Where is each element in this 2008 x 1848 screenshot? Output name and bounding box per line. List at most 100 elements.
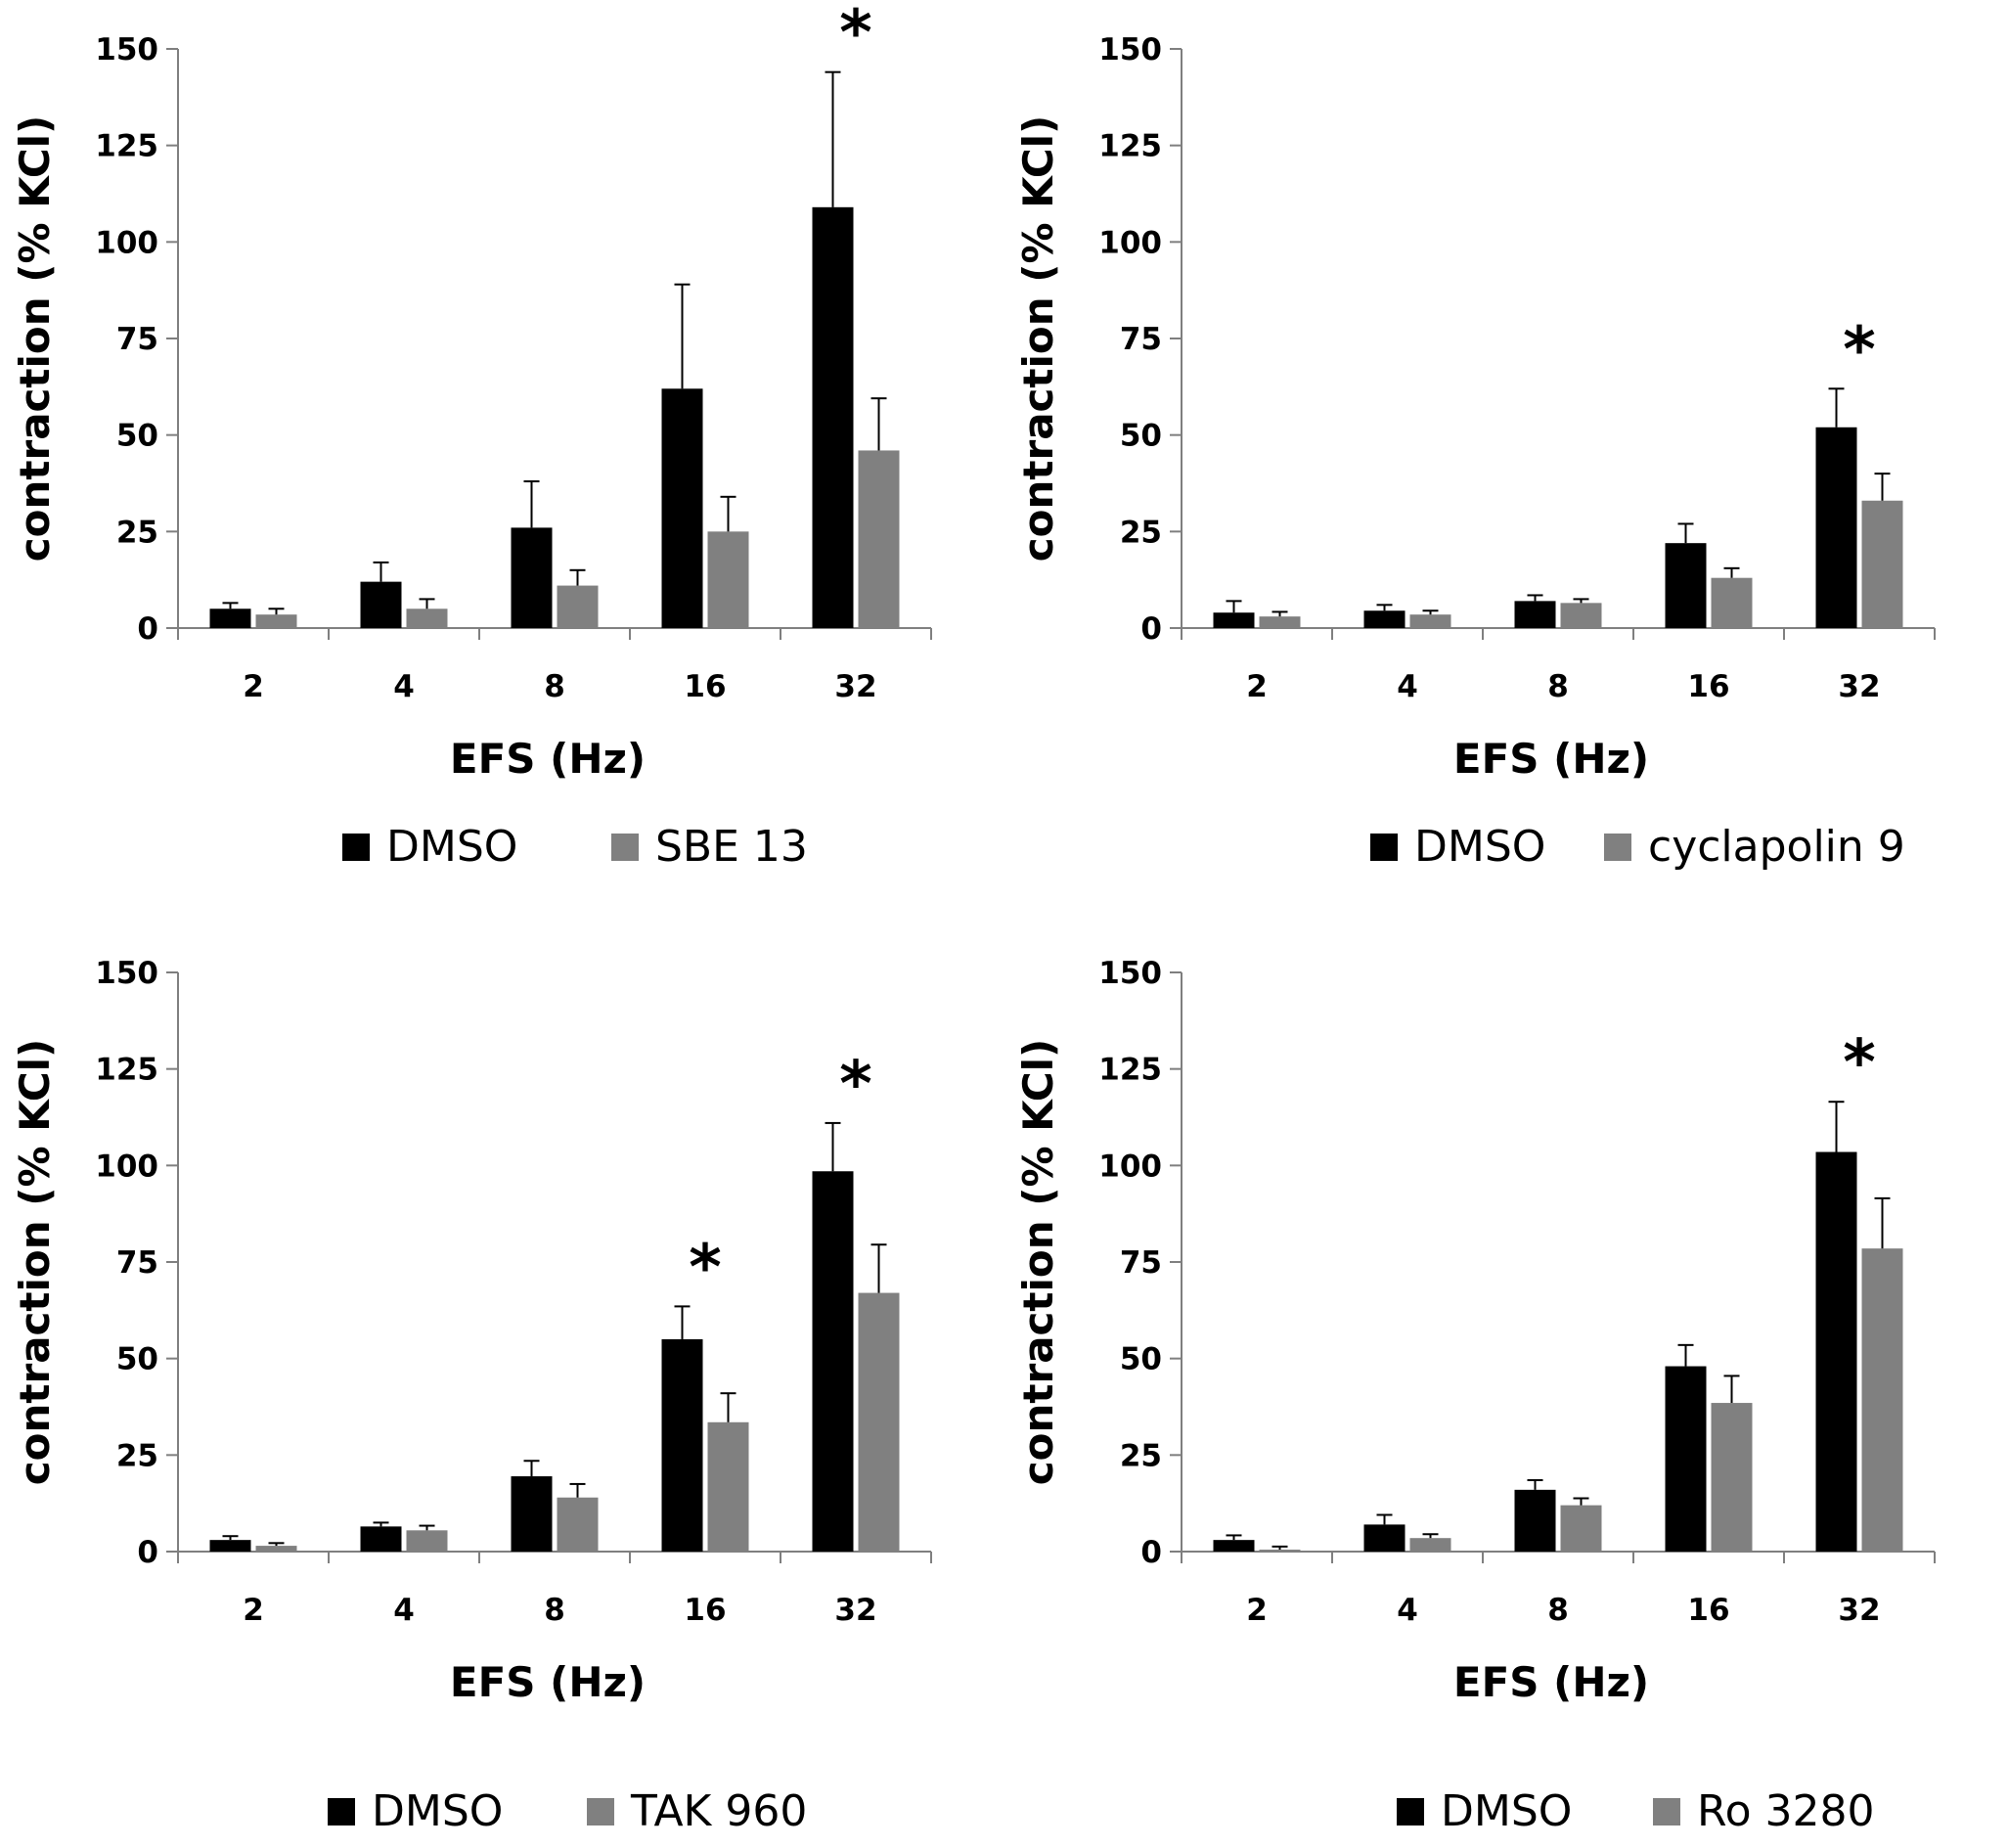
y-axis-title: contraction (% KCl) <box>1014 1039 1062 1486</box>
bar-dmso-4hz <box>1363 1524 1406 1552</box>
legend-swatch-dmso <box>328 1798 355 1825</box>
bar-chart-ro3280: 0 25 50 75 100 125 150 2 4 8 16 32 * contraction (% K… <box>1014 956 1936 1836</box>
bar-tak-960-8hz <box>557 1497 599 1552</box>
y-tick-label: 25 <box>1120 1438 1162 1473</box>
y-tick-label: 0 <box>1140 1535 1162 1570</box>
bar-tak-960-4hz <box>406 1530 448 1552</box>
x-tick-label: 16 <box>1687 669 1729 704</box>
legend-swatch-dmso <box>1370 834 1398 861</box>
legend-swatch-sbe-13 <box>611 834 639 861</box>
x-tick-label: 8 <box>1547 1593 1569 1628</box>
bar-dmso-32hz <box>812 1171 854 1552</box>
y-axis-title: contraction (% KCl) <box>11 115 59 563</box>
y-tick-label: 0 <box>137 611 158 647</box>
legend-label-dmso: DMSO <box>1441 1786 1572 1836</box>
x-tick-label: 2 <box>1246 1593 1268 1628</box>
bar-dmso-2hz <box>209 608 251 628</box>
panel-bottom-right: 0 25 50 75 100 125 150 2 4 8 16 32 * contraction (% K… <box>1004 924 2007 1847</box>
bar-ro-3280-4hz <box>1409 1538 1451 1552</box>
bar-ro-3280-8hz <box>1560 1505 1602 1552</box>
x-tick-label: 4 <box>1397 1593 1418 1628</box>
x-axis-title: EFS (Hz) <box>1453 735 1649 783</box>
x-tick-label: 2 <box>1246 669 1268 704</box>
bar-sbe-13-32hz <box>858 450 900 628</box>
bar-dmso-8hz <box>1514 601 1556 628</box>
legend-label-cyclapolin-9: cyclapolin 9 <box>1648 822 1905 872</box>
bar-dmso-16hz <box>661 1338 703 1552</box>
bar-sbe-13-16hz <box>707 531 749 628</box>
y-tick-label: 125 <box>1098 1053 1162 1088</box>
x-axis-title: EFS (Hz) <box>450 735 646 783</box>
bar-tak-960-16hz <box>707 1421 749 1552</box>
bar-ro-3280-2hz <box>1259 1550 1301 1552</box>
bar-dmso-8hz <box>511 527 553 628</box>
y-axis-title: contraction (% KCl) <box>11 1039 59 1486</box>
legend-swatch-cyclapolin-9 <box>1604 834 1631 861</box>
y-tick-label: 50 <box>1120 1342 1162 1377</box>
legend-label-dmso: DMSO <box>1414 822 1545 872</box>
y-tick-label: 125 <box>95 1053 158 1088</box>
bar-dmso-16hz <box>661 388 703 628</box>
y-tick-label: 150 <box>95 956 158 991</box>
legend-swatch-tak-960 <box>587 1798 614 1825</box>
bar-sbe-13-8hz <box>557 585 599 628</box>
panel-top-left: 0 25 50 75 100 125 150 2 4 8 16 32 * contraction (% K… <box>0 0 1004 924</box>
y-tick-label: 75 <box>116 1245 158 1281</box>
y-tick-label: 75 <box>116 322 158 357</box>
y-tick-label: 25 <box>116 515 158 550</box>
x-tick-label: 32 <box>834 669 876 704</box>
bar-dmso-4hz <box>360 581 402 628</box>
bar-dmso-32hz <box>812 206 854 628</box>
x-tick-label: 32 <box>1838 669 1880 704</box>
x-tick-label: 16 <box>684 1593 726 1628</box>
bar-dmso-8hz <box>511 1476 553 1552</box>
x-tick-label: 32 <box>1838 1593 1880 1628</box>
y-tick-label: 150 <box>95 32 158 68</box>
legend-swatch-dmso <box>342 834 370 861</box>
y-tick-label: 100 <box>95 225 158 260</box>
x-tick-label: 8 <box>544 1593 565 1628</box>
bar-ro-3280-16hz <box>1711 1403 1753 1552</box>
bar-dmso-16hz <box>1665 1366 1707 1552</box>
y-tick-label: 75 <box>1120 322 1162 357</box>
y-tick-label: 100 <box>95 1149 158 1184</box>
legend-label-tak-960: TAK 960 <box>630 1786 807 1836</box>
legend-swatch-ro-3280 <box>1653 1798 1680 1825</box>
bar-cyclapolin-9-4hz <box>1409 614 1451 628</box>
bar-dmso-4hz <box>360 1526 402 1552</box>
y-tick-label: 150 <box>1098 956 1162 991</box>
significance-star: * <box>839 0 871 70</box>
y-tick-label: 150 <box>1098 32 1162 68</box>
y-tick-label: 100 <box>1098 1149 1162 1184</box>
y-tick-label: 100 <box>1098 225 1162 260</box>
legend-swatch-dmso <box>1397 1798 1424 1825</box>
bar-tak-960-32hz <box>858 1292 900 1552</box>
bar-chart-cyclapolin9: 0 25 50 75 100 125 150 2 4 8 16 32 * contraction (% K… <box>1014 32 1936 872</box>
significance-star: * <box>839 1049 871 1121</box>
bar-cyclapolin-9-8hz <box>1560 603 1602 628</box>
bar-ro-3280-32hz <box>1861 1248 1903 1552</box>
x-tick-label: 16 <box>684 669 726 704</box>
y-tick-label: 25 <box>1120 515 1162 550</box>
y-axis-title: contraction (% KCl) <box>1014 115 1062 563</box>
x-tick-label: 2 <box>243 1593 264 1628</box>
legend-label-dmso: DMSO <box>386 822 517 872</box>
x-tick-label: 8 <box>544 669 565 704</box>
bar-dmso-4hz <box>1363 610 1406 628</box>
panel-bottom-left: 0 25 50 75 100 125 150 2 4 8 16 32 * * contraction (% … <box>0 924 1004 1847</box>
bar-sbe-13-2hz <box>255 614 297 628</box>
y-tick-label: 125 <box>95 129 158 164</box>
bar-dmso-2hz <box>1213 1540 1255 1552</box>
legend-label-sbe-13: SBE 13 <box>655 822 808 872</box>
y-tick-label: 125 <box>1098 129 1162 164</box>
bar-cyclapolin-9-2hz <box>1259 616 1301 628</box>
bar-tak-960-2hz <box>255 1546 297 1552</box>
y-tick-label: 0 <box>137 1535 158 1570</box>
panel-top-right: 0 25 50 75 100 125 150 2 4 8 16 32 * contraction (% K… <box>1004 0 2007 924</box>
bar-dmso-8hz <box>1514 1489 1556 1552</box>
bar-chart-tak960: 0 25 50 75 100 125 150 2 4 8 16 32 * * contraction (% … <box>11 956 932 1836</box>
y-tick-label: 50 <box>1120 419 1162 454</box>
bar-sbe-13-4hz <box>406 608 448 628</box>
x-tick-label: 4 <box>1397 669 1418 704</box>
significance-star: * <box>1843 314 1875 386</box>
